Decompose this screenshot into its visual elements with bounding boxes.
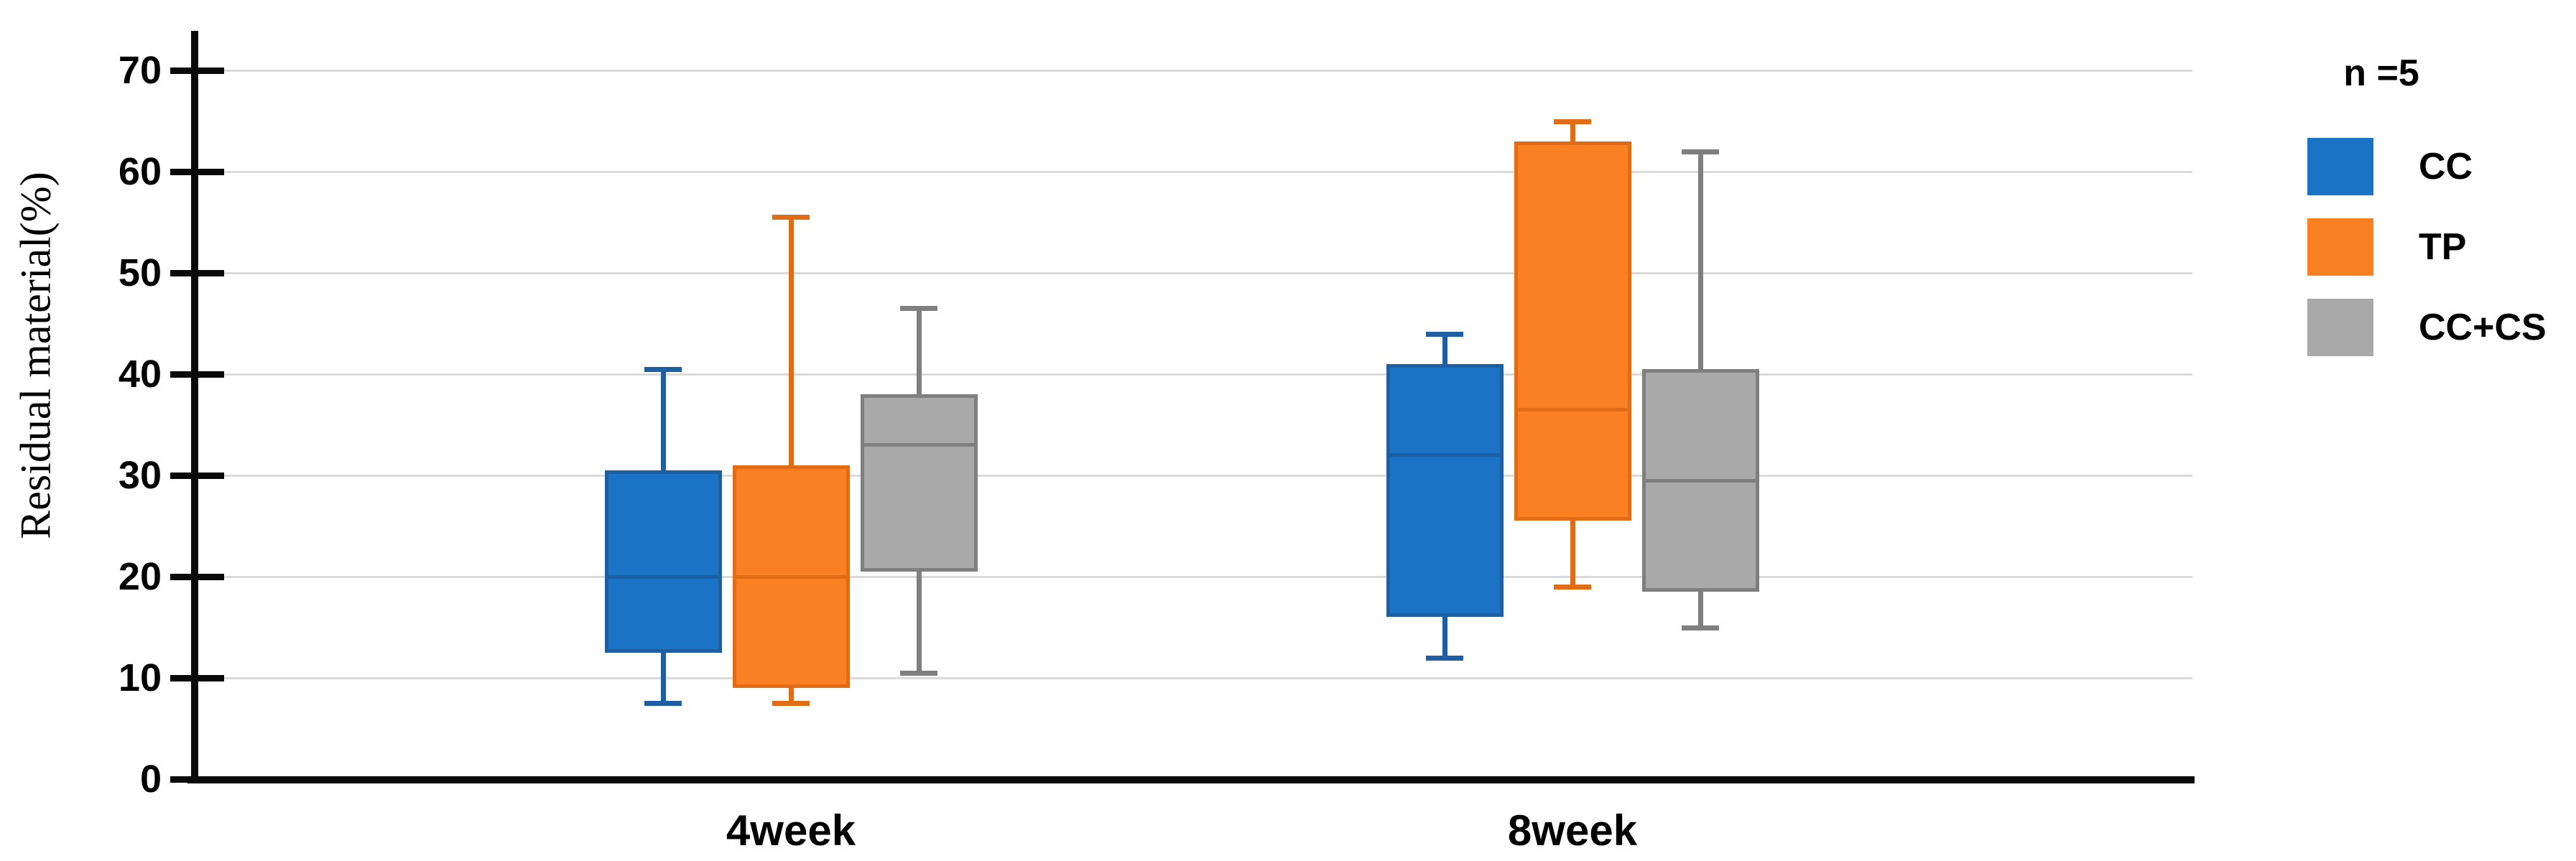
legend-swatch-CC+CS (2307, 299, 2373, 356)
gridline-10 (198, 676, 2192, 679)
x-category-label-8week: 8week (1507, 806, 1638, 855)
lower-whisker-CC-4week (660, 652, 666, 704)
y-tick-40 (170, 371, 224, 378)
median-CC+CS-4week (860, 443, 978, 447)
y-tick-10 (170, 674, 224, 681)
x-category-label-4week: 4week (726, 806, 856, 855)
legend-label-TP: TP (2419, 226, 2467, 268)
y-tick-60 (170, 168, 224, 175)
upper-whisker-cap-CC-4week (644, 366, 682, 372)
median-TP-4week (732, 574, 850, 579)
y-tick-label-60: 60 (118, 150, 162, 193)
legend-label-CC+CS: CC+CS (2419, 307, 2547, 348)
y-tick-label-0: 0 (139, 758, 162, 801)
legend-swatch-CC (2307, 138, 2373, 195)
upper-whisker-cap-CC+CS-8week (1682, 149, 1719, 154)
y-tick-20 (170, 573, 224, 580)
box-CC+CS-4week (860, 394, 978, 572)
gridline-30 (198, 474, 2192, 477)
legend-note: n =5 (2343, 52, 2419, 94)
gridline-20 (198, 575, 2192, 578)
lower-whisker-CC+CS-8week (1697, 592, 1703, 628)
gridline-40 (198, 373, 2192, 376)
gridline-50 (198, 271, 2192, 274)
box-CC-8week (1386, 363, 1504, 618)
upper-whisker-cap-TP-8week (1554, 118, 1591, 124)
lower-whisker-CC-8week (1442, 617, 1447, 658)
lower-whisker-cap-CC+CS-8week (1682, 625, 1719, 630)
y-axis-line (191, 31, 198, 783)
lower-whisker-TP-8week (1570, 521, 1575, 587)
y-tick-label-50: 50 (118, 251, 162, 294)
lower-whisker-cap-CC+CS-4week (900, 670, 937, 676)
box-TP-8week (1514, 141, 1631, 521)
box-CC-4week (604, 470, 722, 653)
legend-label-CC: CC (2419, 146, 2473, 187)
y-tick-label-10: 10 (118, 656, 162, 699)
x-axis-line (187, 776, 2195, 783)
y-tick-label-40: 40 (118, 353, 162, 396)
median-TP-8week (1514, 407, 1631, 411)
y-tick-label-70: 70 (118, 49, 162, 92)
lower-whisker-cap-CC-8week (1426, 655, 1463, 661)
lower-whisker-cap-TP-8week (1554, 585, 1591, 590)
lower-whisker-CC+CS-4week (916, 571, 922, 673)
upper-whisker-cap-TP-4week (772, 215, 810, 220)
upper-whisker-TP-4week (788, 217, 794, 465)
median-CC-8week (1386, 453, 1504, 457)
y-tick-70 (170, 67, 224, 74)
median-CC-4week (604, 574, 722, 579)
legend-swatch-TP (2307, 218, 2373, 276)
y-tick-0 (170, 776, 224, 783)
y-tick-30 (170, 472, 224, 479)
lower-whisker-TP-4week (788, 688, 794, 704)
upper-whisker-CC+CS-4week (916, 308, 922, 395)
median-CC+CS-8week (1641, 478, 1759, 483)
y-tick-label-30: 30 (118, 454, 162, 497)
gridline-70 (198, 69, 2192, 72)
gridline-60 (198, 170, 2192, 173)
upper-whisker-cap-CC-8week (1426, 331, 1463, 337)
upper-whisker-TP-8week (1570, 121, 1575, 141)
upper-whisker-cap-CC+CS-4week (900, 306, 937, 312)
upper-whisker-CC-8week (1442, 333, 1447, 364)
upper-whisker-CC-4week (660, 368, 666, 470)
lower-whisker-cap-TP-4week (772, 701, 810, 707)
lower-whisker-cap-CC-4week (644, 701, 682, 707)
y-tick-label-20: 20 (118, 555, 162, 598)
y-tick-50 (170, 269, 224, 276)
upper-whisker-CC+CS-8week (1697, 151, 1703, 369)
